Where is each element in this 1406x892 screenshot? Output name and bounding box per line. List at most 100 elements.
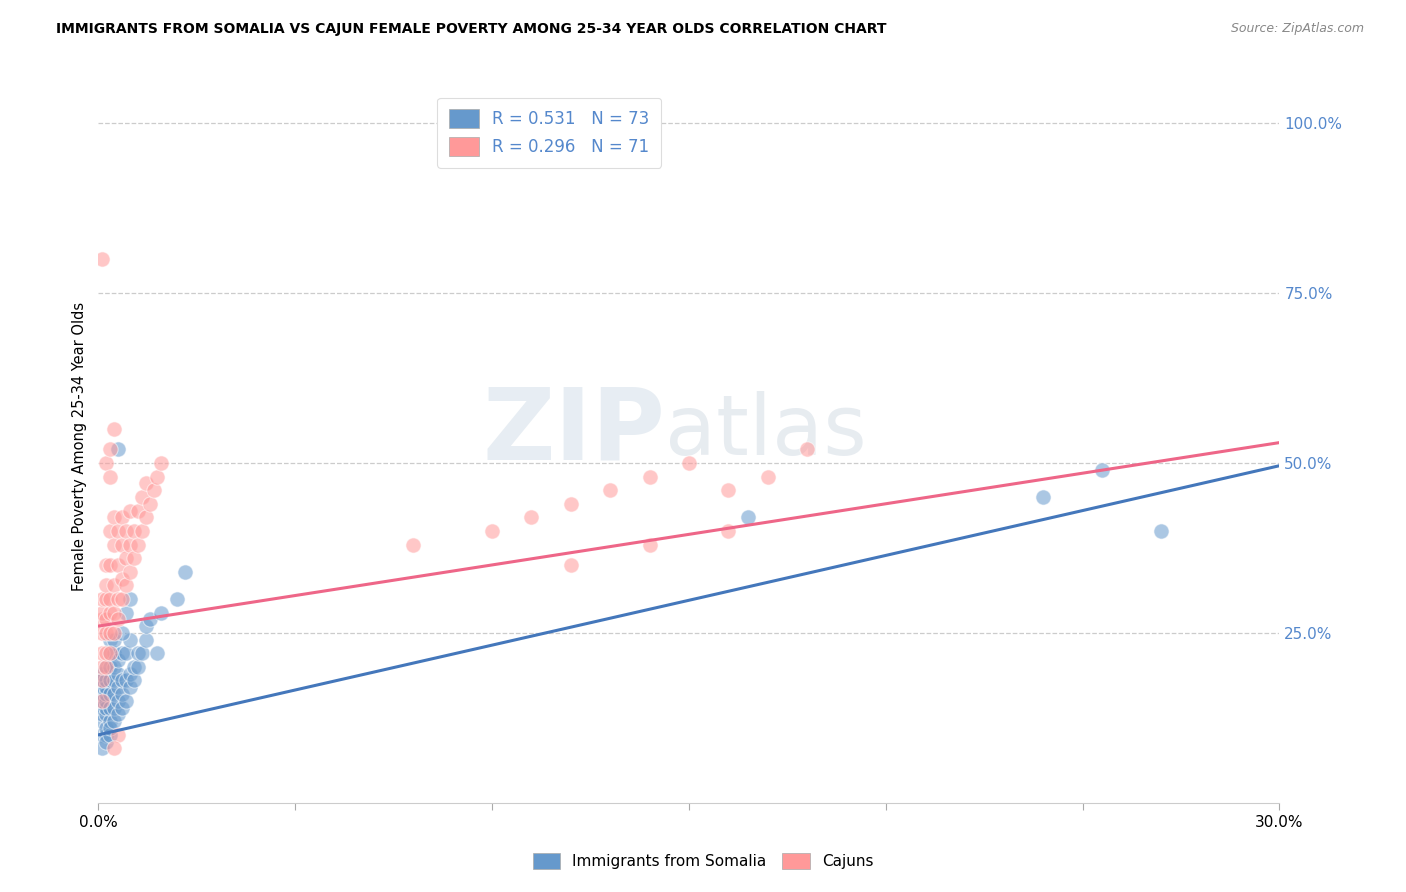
Point (174, 565, 197, 579)
Point (1150, 524, 1173, 538)
Point (103, 646, 125, 660)
Point (98, 442, 121, 457)
Point (118, 680, 141, 694)
Point (98, 700, 121, 714)
Point (107, 707, 129, 722)
Point (91, 694, 114, 708)
Point (107, 666, 129, 681)
Point (599, 483, 621, 498)
Point (96, 700, 118, 714)
Point (91, 666, 114, 681)
Point (98, 687, 121, 701)
Point (111, 591, 134, 606)
Point (107, 653, 129, 667)
Legend: R = 0.531   N = 73, R = 0.296   N = 71: R = 0.531 N = 73, R = 0.296 N = 71 (437, 97, 661, 168)
Point (107, 442, 129, 457)
Point (118, 537, 141, 551)
Point (96, 734, 118, 748)
Point (103, 510, 125, 524)
Point (115, 606, 138, 620)
Point (96, 456, 118, 470)
Point (520, 510, 543, 524)
Point (107, 728, 129, 742)
Point (737, 510, 759, 524)
Point (115, 578, 138, 592)
Point (103, 687, 125, 701)
Point (103, 578, 125, 592)
Point (96, 694, 118, 708)
Point (678, 456, 700, 470)
Point (1091, 463, 1114, 477)
Point (91, 700, 114, 714)
Point (103, 606, 125, 620)
Text: Source: ZipAtlas.com: Source: ZipAtlas.com (1230, 22, 1364, 36)
Point (150, 606, 173, 620)
Point (115, 524, 138, 538)
Point (103, 673, 125, 688)
Point (111, 510, 134, 524)
Point (96, 680, 118, 694)
Point (103, 632, 125, 647)
Point (560, 497, 582, 511)
Point (98, 714, 121, 729)
Point (127, 660, 149, 674)
Point (103, 422, 125, 436)
Point (96, 591, 118, 606)
Point (135, 510, 157, 524)
Point (127, 503, 149, 517)
Point (91, 741, 114, 756)
Point (98, 626, 121, 640)
Point (118, 591, 141, 606)
Point (131, 646, 153, 660)
Point (96, 687, 118, 701)
Point (91, 694, 114, 708)
Point (96, 721, 118, 735)
Point (717, 524, 740, 538)
Point (111, 537, 134, 551)
Point (135, 632, 157, 647)
Point (122, 524, 145, 538)
Point (107, 524, 129, 538)
Text: atlas: atlas (665, 392, 868, 472)
Text: IMMIGRANTS FROM SOMALIA VS CAJUN FEMALE POVERTY AMONG 25-34 YEAR OLDS CORRELATIO: IMMIGRANTS FROM SOMALIA VS CAJUN FEMALE … (56, 22, 887, 37)
Point (98, 728, 121, 742)
Point (91, 606, 114, 620)
Point (481, 524, 503, 538)
Text: ZIP: ZIP (482, 384, 665, 480)
Point (131, 490, 153, 504)
Point (91, 680, 114, 694)
Point (638, 469, 661, 483)
Point (103, 714, 125, 729)
Point (91, 687, 114, 701)
Y-axis label: Female Poverty Among 25-34 Year Olds: Female Poverty Among 25-34 Year Olds (72, 301, 87, 591)
Point (91, 646, 114, 660)
Point (98, 646, 121, 660)
Point (96, 660, 118, 674)
Point (146, 469, 169, 483)
Point (91, 252, 114, 266)
Point (107, 694, 129, 708)
Point (115, 551, 138, 566)
Point (96, 707, 118, 722)
Point (115, 694, 138, 708)
Point (118, 565, 141, 579)
Point (103, 700, 125, 714)
Point (103, 741, 125, 756)
Point (103, 660, 125, 674)
Point (96, 612, 118, 626)
Point (127, 537, 149, 551)
Point (402, 537, 425, 551)
Point (122, 673, 145, 688)
Point (138, 497, 160, 511)
Point (142, 483, 165, 498)
Point (98, 632, 121, 647)
Point (98, 646, 121, 660)
Point (107, 680, 129, 694)
Legend: Immigrants from Somalia, Cajuns: Immigrants from Somalia, Cajuns (527, 847, 879, 875)
Point (122, 551, 145, 566)
Point (98, 591, 121, 606)
Point (107, 558, 129, 572)
Point (107, 612, 129, 626)
Point (103, 537, 125, 551)
Point (96, 728, 118, 742)
